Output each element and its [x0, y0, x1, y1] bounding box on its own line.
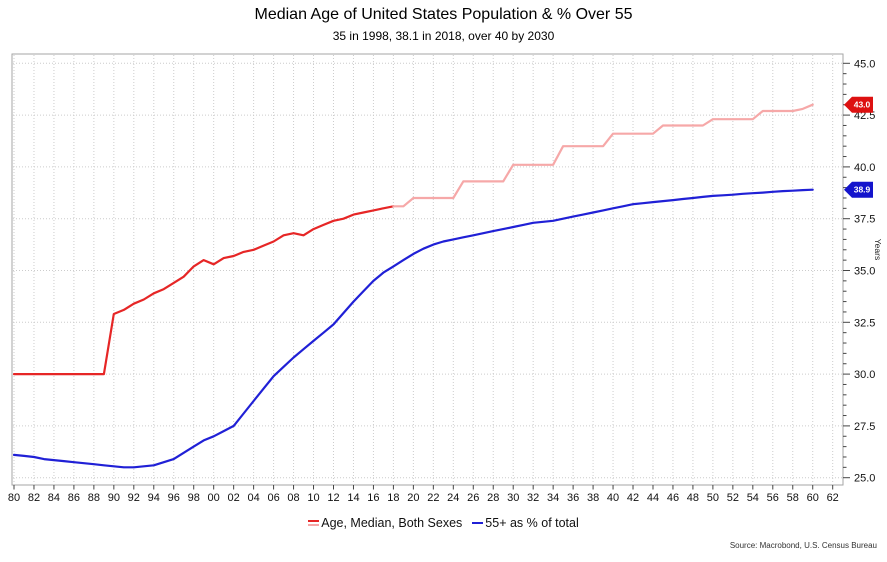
x-tick-label: 90: [108, 492, 120, 504]
x-tick-label: 34: [547, 492, 559, 504]
x-tick-label: 38: [587, 492, 599, 504]
x-tick-label: 32: [527, 492, 539, 504]
x-tick-label: 98: [188, 492, 200, 504]
x-tick-label: 88: [88, 492, 100, 504]
x-tick-label: 02: [228, 492, 240, 504]
x-tick-label: 96: [168, 492, 180, 504]
x-tick-label: 28: [487, 492, 499, 504]
y-tick-label: 45.0: [854, 58, 875, 70]
y-tick-label: 37.5: [854, 214, 875, 226]
x-tick-label: 06: [267, 492, 279, 504]
x-tick-label: 30: [507, 492, 519, 504]
x-tick-label: 12: [327, 492, 339, 504]
x-tick-label: 36: [567, 492, 579, 504]
line-marker-icon: [472, 522, 484, 524]
end-value-label: 38.9: [854, 185, 871, 195]
end-value-label: 43.0: [854, 100, 871, 110]
x-tick-label: 92: [128, 492, 140, 504]
x-tick-label: 84: [48, 492, 60, 504]
x-tick-label: 94: [148, 492, 160, 504]
x-tick-label: 18: [387, 492, 399, 504]
x-tick-label: 20: [407, 492, 419, 504]
x-tick-label: 56: [767, 492, 779, 504]
chart-subtitle: 35 in 1998, 38.1 in 2018, over 40 by 203…: [332, 29, 555, 43]
x-tick-label: 40: [607, 492, 619, 504]
series-line: [12, 205, 395, 376]
x-tick-label: 10: [307, 492, 319, 504]
x-tick-label: 46: [667, 492, 679, 504]
series-line: [12, 188, 814, 469]
plot-svg: 80 82 84 86 88 90 92 94 96 98 00 02 04 06 08 10 12 14 16 18…: [8, 53, 883, 504]
plot-border: [11, 53, 844, 486]
x-tick-label: 48: [687, 492, 699, 504]
x-tick-label: 04: [247, 492, 259, 504]
legend-marker-bar: [308, 520, 320, 522]
y-tick-label: 25.0: [854, 473, 875, 485]
x-tick-label: 16: [367, 492, 379, 504]
x-tick-label: 26: [467, 492, 479, 504]
legend-marker-bar: [308, 524, 320, 526]
x-tick-label: 24: [447, 492, 459, 504]
x-tick-label: 52: [727, 492, 739, 504]
y-tick-label: 32.5: [854, 317, 875, 329]
legend-item: Age, Median, Both Sexes: [308, 516, 462, 530]
y-tick-label: 27.5: [854, 421, 875, 433]
chart-title: Median Age of United States Population &…: [254, 6, 633, 23]
x-tick-label: 22: [427, 492, 439, 504]
y-tick-label: 30.0: [854, 369, 875, 381]
end-value-badge: [844, 96, 873, 113]
x-tick-label: 86: [68, 492, 80, 504]
x-tick-label: 42: [627, 492, 639, 504]
x-tick-label: 80: [8, 492, 20, 504]
legend-item: 55+ as % of total: [472, 516, 579, 530]
x-tick-label: 60: [807, 492, 819, 504]
series-line: [392, 103, 814, 208]
x-tick-label: 82: [28, 492, 40, 504]
end-value-badge: [844, 181, 873, 198]
y-tick-label: 40.0: [854, 162, 875, 174]
x-tick-label: 62: [827, 492, 839, 504]
double-line-marker-icon: [308, 520, 320, 526]
source-note: Source: Macrobond, U.S. Census Bureau: [729, 541, 877, 550]
x-tick-label: 54: [747, 492, 759, 504]
x-tick-label: 00: [208, 492, 220, 504]
x-tick-label: 08: [287, 492, 299, 504]
x-tick-label: 14: [347, 492, 359, 504]
legend-label: 55+ as % of total: [485, 516, 579, 530]
legend: Age, Median, Both Sexes 55+ as % of total: [0, 513, 887, 533]
y-tick-label: 42.5: [854, 110, 875, 122]
x-tick-label: 44: [647, 492, 659, 504]
legend-label: Age, Median, Both Sexes: [321, 516, 463, 530]
legend-marker-bar: [472, 522, 484, 524]
x-tick-label: 50: [707, 492, 719, 504]
x-tick-label: 58: [787, 492, 799, 504]
y-tick-label: 35.0: [854, 266, 875, 278]
y-axis-title: Years: [873, 239, 883, 260]
